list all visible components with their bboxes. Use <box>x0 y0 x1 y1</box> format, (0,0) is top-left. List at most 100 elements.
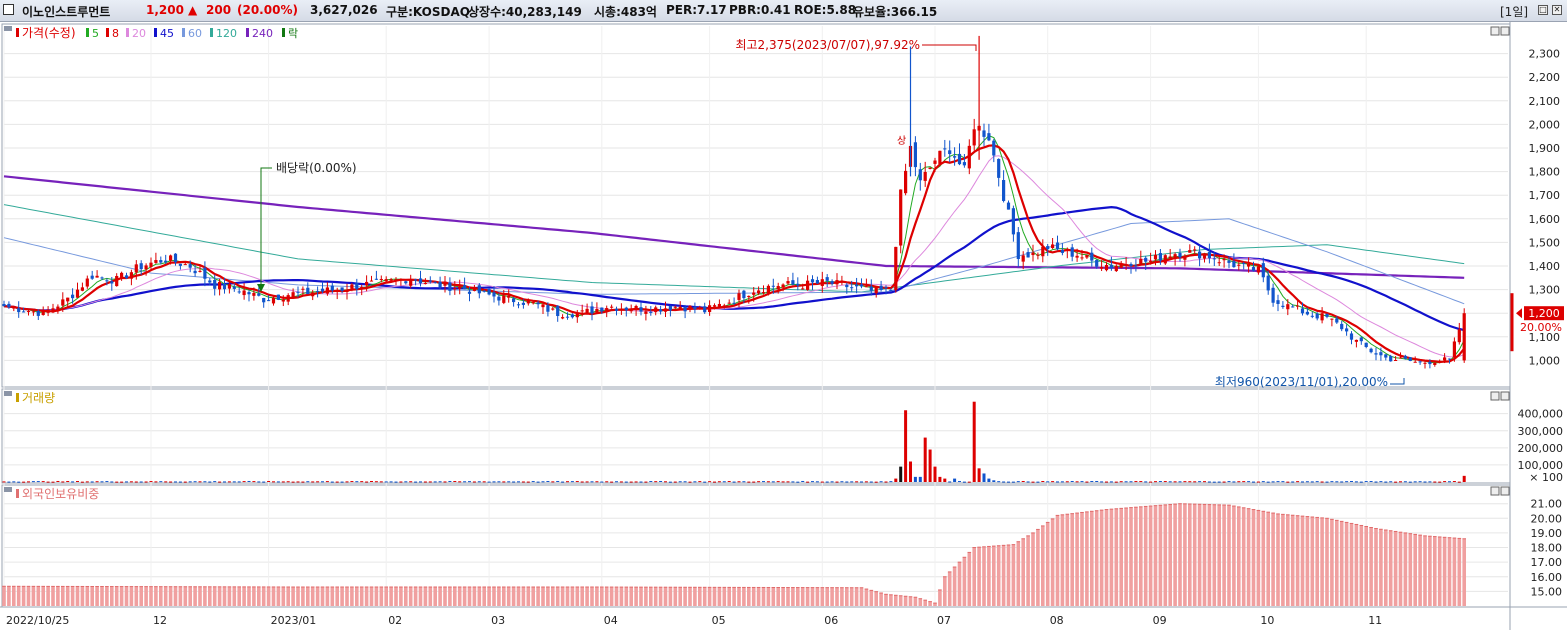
volume-bar <box>526 481 530 483</box>
foreign-bar <box>188 586 192 606</box>
foreign-bar <box>913 597 918 606</box>
foreign-bar <box>1359 525 1364 606</box>
ma-legend-marker <box>246 28 249 37</box>
volume-panel-handle-icon[interactable] <box>4 391 12 396</box>
foreign-panel-close-icon[interactable] <box>1500 486 1510 496</box>
candle-body <box>90 275 94 279</box>
foreign-bar <box>1232 506 1236 606</box>
stock-chart[interactable]: 2,300 2,200 2,100 2,000 1,900 1,800 1,700 1,600… <box>0 22 1567 630</box>
candle-body <box>810 279 815 283</box>
foreign-bar <box>600 587 604 606</box>
candle-body <box>379 278 383 280</box>
ma-legend-marker <box>106 28 109 37</box>
foreign-bar <box>472 587 477 606</box>
per-value: PER:7.17 <box>666 3 727 17</box>
foreign-bar <box>457 587 462 606</box>
foreign-bar <box>766 587 771 606</box>
candle-body <box>825 277 829 281</box>
volume-bar <box>1291 481 1295 483</box>
foreign-bar <box>359 587 364 606</box>
volume-bar <box>1345 481 1349 483</box>
foreign-bar <box>418 587 423 606</box>
volume-bar <box>188 481 192 483</box>
volume-bar <box>629 481 633 483</box>
candle-body <box>1305 311 1309 315</box>
foreign-bar <box>629 587 633 606</box>
foreign-bar <box>492 587 496 606</box>
volume-bar <box>379 481 383 483</box>
last-pct-label: 20.00% <box>1520 321 1562 334</box>
foreign-bar <box>301 587 305 606</box>
volume-panel-close-icon[interactable] <box>1500 391 1510 401</box>
foreign-bar <box>1222 505 1226 606</box>
volume-panel-max-icon[interactable] <box>1490 391 1500 401</box>
foreign-bar <box>585 587 589 606</box>
close-icon[interactable]: ✕ <box>1552 5 1562 15</box>
candle-body <box>301 288 305 290</box>
volume-bar <box>507 481 511 483</box>
foreign-bar <box>751 587 756 606</box>
foreign-bar <box>237 586 241 606</box>
volume-bar <box>1188 481 1192 483</box>
foreign-bar <box>413 587 418 606</box>
foreign-y-tick: 21.00 <box>1531 498 1563 511</box>
foreign-bar <box>952 567 957 606</box>
foreign-bar <box>1418 535 1422 606</box>
foreign-bar <box>36 586 41 606</box>
low-annotation-arrow <box>1390 378 1405 385</box>
candle-body <box>1217 262 1221 264</box>
price-panel-close-icon[interactable] <box>1500 26 1510 36</box>
candle-body <box>100 277 104 279</box>
volume-bar <box>1075 481 1079 483</box>
candle-body <box>1002 180 1006 201</box>
select-checkbox[interactable] <box>3 4 14 15</box>
volume-bar <box>566 481 569 483</box>
volume-bar <box>374 481 378 483</box>
volume-bar <box>992 480 996 482</box>
candle-body <box>1433 362 1437 365</box>
candle-body <box>409 279 413 286</box>
price-panel-max-icon[interactable] <box>1490 26 1500 36</box>
foreign-bar <box>1281 514 1285 606</box>
maximize-icon[interactable]: □ <box>1538 5 1548 15</box>
volume-bar <box>237 481 241 483</box>
volume-bar <box>1173 481 1177 483</box>
foreign-bar <box>310 587 315 606</box>
foreign-bar <box>879 592 883 606</box>
volume-bar <box>1095 480 1099 482</box>
volume-bar <box>316 481 320 483</box>
volume-bar <box>531 481 535 483</box>
foreign-panel-handle-icon[interactable] <box>4 487 12 492</box>
price-panel-handle-icon[interactable] <box>4 26 12 31</box>
volume-bar <box>1418 481 1422 483</box>
candle-body <box>536 302 540 305</box>
volume-bar <box>66 481 70 483</box>
volume-bar <box>404 481 408 483</box>
foreign-bar <box>570 587 575 606</box>
foreign-bar <box>663 587 668 606</box>
candle-body <box>237 291 241 293</box>
foreign-bar <box>114 586 119 606</box>
foreign-bar <box>565 587 570 606</box>
candle-body <box>546 305 550 312</box>
foreign-bar <box>737 587 741 606</box>
volume-bar <box>1105 481 1108 483</box>
candle-body <box>115 275 119 287</box>
candle-body <box>1369 348 1373 353</box>
period-selector[interactable]: [1일] <box>1500 5 1529 19</box>
candle-body <box>806 280 810 290</box>
volume-bar <box>203 481 207 483</box>
candle-body <box>22 311 26 313</box>
candle-body <box>291 292 295 298</box>
candle-body <box>306 287 310 295</box>
foreign-panel-max-icon[interactable] <box>1490 486 1500 496</box>
foreign-bar <box>918 598 923 606</box>
foreign-bar <box>805 587 810 606</box>
candle-body <box>801 288 805 290</box>
candle-body <box>575 312 579 318</box>
foreign-bar <box>56 586 60 606</box>
foreign-bar <box>967 552 972 606</box>
candle-body <box>71 294 75 299</box>
candle-body <box>771 285 775 287</box>
volume-bar <box>242 481 246 483</box>
